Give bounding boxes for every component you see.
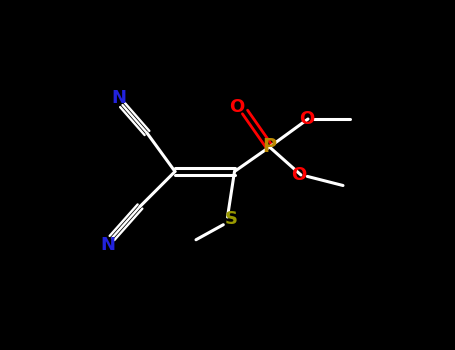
Text: O: O bbox=[298, 110, 314, 128]
Text: O: O bbox=[292, 166, 307, 184]
Text: P: P bbox=[263, 138, 277, 156]
Text: S: S bbox=[224, 210, 238, 228]
Text: O: O bbox=[228, 98, 244, 116]
Text: N: N bbox=[100, 236, 115, 254]
Text: N: N bbox=[111, 89, 126, 107]
